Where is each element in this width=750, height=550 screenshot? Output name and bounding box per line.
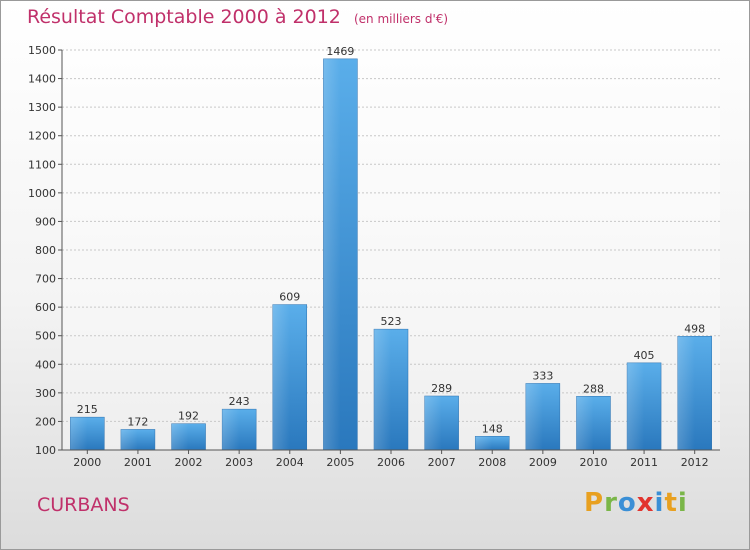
x-tick-label: 2011 (630, 456, 658, 469)
y-tick-label: 1300 (28, 101, 56, 114)
data-label: 333 (532, 369, 553, 382)
bar-2003: 243 (221, 395, 257, 451)
data-label: 215 (77, 403, 98, 416)
bar-2008: 148 (474, 422, 510, 451)
y-tick-label: 600 (35, 301, 56, 314)
x-tick-label: 2003 (225, 456, 253, 469)
bar-highlight (475, 436, 493, 450)
logo-letter: r (604, 488, 618, 518)
bar-highlight (70, 417, 88, 450)
data-label: 289 (431, 382, 452, 395)
y-tick-label: 400 (35, 358, 56, 371)
y-tick-label: 1000 (28, 187, 56, 200)
logo-letter: t (664, 488, 678, 518)
bar-highlight (272, 304, 290, 450)
y-tick-label: 1200 (28, 130, 56, 143)
bar-highlight (374, 329, 391, 450)
y-tick-label: 100 (35, 444, 56, 457)
bar-2006: 523 (373, 315, 409, 451)
chart-title: Résultat Comptable 2000 à 2012 (27, 6, 341, 28)
bar-highlight (120, 429, 138, 450)
bar-highlight (222, 409, 240, 450)
data-label: 148 (482, 422, 503, 435)
bar-2009: 333 (525, 369, 561, 451)
bar-highlight (576, 396, 594, 450)
chart-title-block: Résultat Comptable 2000 à 2012 (en milli… (27, 6, 448, 28)
x-tick-label: 2001 (124, 456, 152, 469)
bar-2004: 609 (272, 291, 308, 451)
y-tick-label: 1500 (28, 44, 56, 57)
y-tick-label: 500 (35, 330, 56, 343)
y-tick-label: 1100 (28, 158, 56, 171)
y-tick-label: 300 (35, 387, 56, 400)
bar-highlight (323, 58, 341, 450)
x-tick-label: 2000 (73, 456, 101, 469)
bar-2010: 288 (576, 382, 611, 451)
x-axis: 2000 2001 2002 2003 2004 2005 2006 2007 2008 2009… (62, 449, 720, 469)
bar-2011: 405 (626, 349, 662, 451)
bar-2007: 289 (424, 382, 459, 451)
x-tick-label: 2005 (326, 456, 354, 469)
data-label: 523 (381, 315, 402, 328)
x-tick-label: 2007 (428, 456, 456, 469)
logo-letter: i (654, 488, 665, 518)
data-label: 405 (634, 349, 655, 362)
x-tick-label: 2002 (175, 456, 203, 469)
proxiti-logo: Proxiti (584, 488, 688, 518)
x-tick-label: 2012 (681, 456, 709, 469)
x-tick-label: 2004 (276, 456, 304, 469)
bar-2005: 1469 (323, 45, 358, 451)
commune-name: CURBANS (37, 494, 130, 516)
x-tick-label: 2009 (529, 456, 557, 469)
logo-letter: i (677, 488, 688, 518)
chart-subtitle: (en milliers d'€) (353, 12, 449, 26)
data-label: 1469 (326, 45, 354, 58)
data-label: 288 (583, 382, 604, 395)
data-label: 609 (279, 291, 300, 304)
bar-highlight (525, 383, 543, 450)
y-tick-label: 900 (35, 215, 56, 228)
bar-2001: 172 (120, 415, 156, 451)
y-tick-label: 200 (35, 415, 56, 428)
y-axis: 100 200 300 400 500 600 700 800 900 1000 1100 1200 1… (28, 44, 63, 457)
data-label: 498 (684, 322, 705, 335)
x-tick-label: 2006 (377, 456, 405, 469)
x-tick-label: 2010 (579, 456, 607, 469)
bar-highlight (171, 423, 189, 450)
data-label: 243 (229, 395, 250, 408)
logo-letter: o (617, 488, 637, 518)
bar-highlight (677, 336, 695, 450)
logo-letter: x (636, 488, 655, 518)
y-tick-label: 1400 (28, 73, 56, 86)
data-label: 192 (178, 410, 199, 423)
logo-letter: P (584, 488, 605, 518)
bar-2012: 498 (677, 322, 712, 451)
bar-2002: 192 (171, 410, 206, 451)
y-tick-label: 800 (35, 244, 56, 257)
y-tick-label: 700 (35, 273, 56, 286)
bar-highlight (424, 396, 442, 450)
bar-2000: 215 (70, 403, 105, 451)
x-tick-label: 2008 (478, 456, 506, 469)
data-label: 172 (127, 415, 148, 428)
bars: 215 172 192 243 609 1469 523 289 148 333 288 405 498 (70, 45, 712, 451)
bar-highlight (627, 362, 645, 450)
